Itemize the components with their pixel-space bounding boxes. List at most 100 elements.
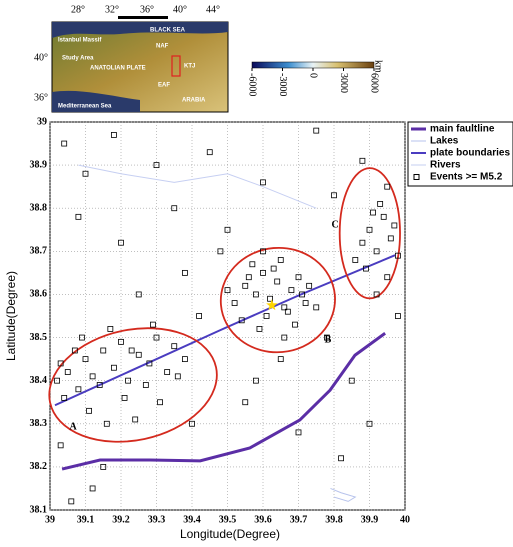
event-marker — [225, 227, 230, 232]
event-marker — [182, 357, 187, 362]
x-tick-label: 39.2 — [112, 514, 130, 525]
event-marker — [385, 275, 390, 280]
event-marker — [275, 279, 280, 284]
x-tick-label: 39.3 — [148, 514, 166, 525]
event-marker — [271, 266, 276, 271]
event-marker — [395, 314, 400, 319]
legend-label: plate boundaries — [430, 148, 510, 159]
event-marker — [129, 348, 134, 353]
event-marker — [250, 262, 255, 267]
event-marker — [55, 378, 60, 383]
x-tick-label: 39.7 — [290, 514, 308, 525]
colorbar — [252, 62, 374, 68]
event-marker — [314, 305, 319, 310]
event-marker — [388, 236, 393, 241]
event-marker — [65, 370, 70, 375]
event-marker — [385, 184, 390, 189]
inset-label: Study Area — [62, 56, 94, 62]
event-marker — [353, 257, 358, 262]
inset-label: EAF — [158, 83, 170, 89]
inset-label: ANATOLIAN PLATE — [90, 66, 146, 72]
event-marker — [165, 370, 170, 375]
event-marker — [289, 288, 294, 293]
y-tick-label: 38.5 — [30, 332, 48, 343]
inset-x-tick: 32° — [105, 4, 119, 15]
cluster-label: A — [69, 422, 77, 433]
event-marker — [175, 374, 180, 379]
colorbar-tick-label: -3000 — [277, 73, 288, 96]
y-tick-label: 38.6 — [30, 289, 48, 300]
event-marker — [108, 326, 113, 331]
event-marker — [143, 382, 148, 387]
event-marker — [76, 214, 81, 219]
event-marker — [136, 352, 141, 357]
x-tick-label: 39.6 — [254, 514, 272, 525]
event-marker — [257, 326, 262, 331]
colorbar-tick-label: 0 — [308, 73, 319, 78]
inset-label: NAF — [156, 44, 169, 50]
inset-x-tick: 44° — [206, 4, 220, 15]
event-marker — [264, 314, 269, 319]
inset-label: Istanbul Massif — [58, 38, 102, 44]
cluster-ellipse — [39, 313, 228, 456]
colorbar-tick-label: 3000 — [338, 73, 349, 93]
event-marker — [278, 357, 283, 362]
event-marker — [292, 322, 297, 327]
event-marker — [62, 141, 67, 146]
event-marker — [307, 283, 312, 288]
y-tick-label: 38.7 — [30, 246, 48, 257]
y-tick-label: 38.1 — [30, 504, 48, 515]
line-0 — [62, 333, 385, 469]
cluster-label: C — [331, 219, 338, 230]
event-marker — [158, 400, 163, 405]
line-2 — [55, 255, 395, 405]
event-marker — [69, 499, 74, 504]
event-marker — [90, 486, 95, 491]
event-marker — [246, 275, 251, 280]
event-marker — [303, 301, 308, 306]
x-tick-label: 39.1 — [77, 514, 95, 525]
inset-label: Mediterranean Sea — [58, 104, 112, 110]
event-marker — [278, 257, 283, 262]
y-tick-label: 38.9 — [30, 159, 48, 170]
x-tick-label: 39.8 — [325, 514, 343, 525]
y-axis-label: Latitude(Degree) — [4, 271, 18, 361]
event-marker — [90, 374, 95, 379]
event-marker — [381, 214, 386, 219]
inset-map: 28°32°36°40°44°40°36°Istanbul MassifBLAC… — [34, 4, 228, 112]
event-marker — [243, 400, 248, 405]
inset-label: KTJ — [184, 64, 195, 70]
event-marker — [392, 223, 397, 228]
event-marker — [360, 158, 365, 163]
colorbar-unit: km — [373, 60, 384, 73]
legend-label: main faultline — [430, 124, 495, 135]
x-tick-label: 40 — [400, 514, 410, 525]
event-marker — [378, 201, 383, 206]
event-marker — [101, 348, 106, 353]
event-marker — [87, 408, 92, 413]
y-tick-label: 38.8 — [30, 203, 48, 214]
event-marker — [371, 210, 376, 215]
x-axis-label: Longitude(Degree) — [180, 527, 280, 541]
y-tick-label: 38.3 — [30, 418, 48, 429]
x-tick-label: 39.4 — [183, 514, 201, 525]
inset-y-tick: 36° — [34, 92, 48, 103]
event-marker — [150, 322, 155, 327]
event-marker — [360, 240, 365, 245]
event-marker — [339, 456, 344, 461]
page: 28°32°36°40°44°40°36°Istanbul MassifBLAC… — [0, 0, 513, 547]
legend-label: Events >= M5.2 — [430, 172, 503, 183]
event-marker — [207, 150, 212, 155]
event-marker — [182, 270, 187, 275]
y-tick-label: 38.2 — [30, 461, 48, 472]
cluster-ellipse — [340, 168, 400, 298]
y-tick-label: 38.4 — [30, 375, 48, 386]
event-marker — [58, 443, 63, 448]
inset-x-tick: 28° — [71, 4, 85, 15]
event-marker — [314, 128, 319, 133]
legend-label: Lakes — [430, 136, 459, 147]
event-marker — [111, 132, 116, 137]
figure: 28°32°36°40°44°40°36°Istanbul MassifBLAC… — [0, 0, 513, 542]
event-marker — [111, 365, 116, 370]
event-marker — [197, 314, 202, 319]
